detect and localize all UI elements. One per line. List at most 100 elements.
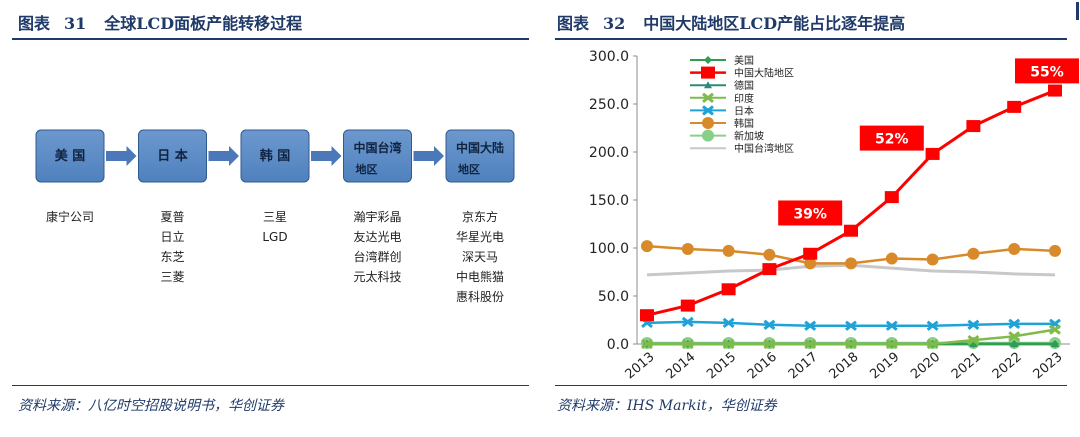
left-source-rule xyxy=(12,385,529,386)
left-title-text: 全球LCD面板产能转移过程 xyxy=(104,14,303,33)
stage-box-0 xyxy=(35,129,105,183)
legend-label-3: 印度 xyxy=(734,92,754,105)
point-1-8 xyxy=(966,120,981,133)
annotation-label-2: 55% xyxy=(1030,64,1064,80)
point-0-10 xyxy=(1051,340,1059,348)
company-label: 友达光电 xyxy=(353,230,401,244)
y-tick-label: 150.0 xyxy=(589,193,629,209)
company-label: 夏普 xyxy=(160,210,184,224)
point-5-1 xyxy=(681,242,694,255)
company-label: 康宁公司 xyxy=(46,209,94,224)
company-label: 京东方 xyxy=(462,209,498,224)
point-legend-2 xyxy=(704,81,712,89)
point-legend-4 xyxy=(702,105,714,116)
company-label: 深天马 xyxy=(462,250,498,264)
point-legend-3 xyxy=(702,92,714,103)
right-figure: 图表 32 中国大陆地区LCD产能占比逐年提高 0.0 50.0 100.0 150.0 2… xyxy=(555,0,1080,437)
transfer-arrow-0 xyxy=(106,146,137,166)
point-3-1 xyxy=(681,338,694,350)
point-1-1 xyxy=(680,299,695,312)
x-tick-label: 2018 xyxy=(827,350,862,383)
point-1-9 xyxy=(1007,100,1022,113)
point-4-7 xyxy=(926,320,939,331)
point-3-9 xyxy=(1008,331,1021,342)
point-4-6 xyxy=(885,320,898,331)
point-4-4 xyxy=(804,320,817,331)
y-tick-label: 100.0 xyxy=(589,241,629,257)
x-tick-label: 2017 xyxy=(786,350,821,383)
x-tick-label: 2019 xyxy=(867,350,902,383)
stage-box-4 xyxy=(445,129,515,183)
point-3-7 xyxy=(926,338,939,350)
point-5-8 xyxy=(967,247,980,260)
company-label: 东芝 xyxy=(160,249,184,264)
lcd-capacity-line-chart: 0.0 50.0 100.0 150.0 200.0 250.0 300.0 2013 2014… xyxy=(589,49,1079,383)
stage-name-1: 日 本 xyxy=(157,148,188,164)
x-tick-label: 2020 xyxy=(908,350,943,383)
point-3-3 xyxy=(763,338,776,350)
point-1-3 xyxy=(762,263,777,276)
point-legend-0 xyxy=(704,56,712,64)
y-tick-label: 250.0 xyxy=(589,97,629,113)
point-5-2 xyxy=(722,244,735,257)
point-3-2 xyxy=(722,338,735,350)
point-5-6 xyxy=(885,252,898,265)
legend-label-5: 韩国 xyxy=(734,117,754,130)
point-5-10 xyxy=(1049,244,1061,257)
left-source-note: 资料来源：八亿时空招股说明书，华创证券 xyxy=(18,398,284,414)
stage-name-3: 中国台湾 xyxy=(353,140,401,155)
x-tick-label: 2015 xyxy=(704,350,739,383)
point-4-3 xyxy=(763,319,776,330)
right-source-note: 资料来源：IHS Markit，华创证券 xyxy=(557,398,777,414)
company-label: 台湾群创 xyxy=(353,249,401,264)
annotation-label-0: 39% xyxy=(793,206,827,222)
company-label: 元太科技 xyxy=(353,269,401,284)
point-1-6 xyxy=(884,191,899,204)
point-3-8 xyxy=(967,334,980,346)
x-tick-label: 2016 xyxy=(745,350,780,383)
point-5-3 xyxy=(763,248,776,261)
stage-sub-3: 地区 xyxy=(356,162,378,176)
stage-box-3 xyxy=(343,129,412,183)
left-fig-number: 31 xyxy=(64,14,87,33)
point-3-10 xyxy=(1049,324,1061,335)
point-1-5 xyxy=(844,224,858,237)
stage-sub-4: 地区 xyxy=(458,162,480,176)
legend-label-0: 美国 xyxy=(734,54,754,67)
y-tick-label: 300.0 xyxy=(589,49,629,65)
legend-label-6: 新加坡 xyxy=(734,130,764,143)
legend-label-4: 日本 xyxy=(734,104,754,117)
annotation-box-1 xyxy=(859,125,924,151)
stage-box-1 xyxy=(138,129,207,183)
stage-name-4: 中国大陆 xyxy=(456,140,504,155)
right-source-rule xyxy=(555,385,1067,386)
point-3-4 xyxy=(804,338,817,350)
y-tick-label: 50.0 xyxy=(598,289,629,305)
point-4-2 xyxy=(722,317,735,329)
point-legend-5 xyxy=(702,117,714,129)
legend-label-1: 中国大陆地区 xyxy=(734,67,794,80)
point-5-0 xyxy=(641,240,653,253)
point-4-1 xyxy=(681,316,694,328)
point-3-5 xyxy=(845,338,857,350)
x-tick-label: 2022 xyxy=(990,350,1025,383)
page-edge-marker xyxy=(1076,2,1079,20)
annotation-box-0 xyxy=(778,200,843,226)
x-tick-label: 2023 xyxy=(1031,350,1066,383)
company-label: 瀚宇彩晶 xyxy=(353,209,401,224)
point-0-9 xyxy=(1010,340,1019,348)
annotation-label-1: 52% xyxy=(875,132,909,148)
point-4-5 xyxy=(845,320,857,331)
left-figure-title: 图表 31 全球LCD面板产能转移过程 xyxy=(18,10,302,34)
right-figure-title: 图表 32 中国大陆地区LCD产能占比逐年提高 xyxy=(557,10,905,34)
annotation-box-2 xyxy=(1015,58,1079,84)
point-3-6 xyxy=(885,338,898,350)
point-1-2 xyxy=(721,283,736,296)
left-fig-label: 图表 xyxy=(18,14,51,33)
left-figure: 图表 31 全球LCD面板产能转移过程 美 国康宁公司 日 本夏普 日立 东芝 三菱 韩 国三… xyxy=(0,0,530,437)
point-legend-6 xyxy=(702,129,714,142)
point-1-10 xyxy=(1048,84,1062,97)
point-5-7 xyxy=(926,253,939,266)
x-tick-label: 2021 xyxy=(949,350,984,383)
